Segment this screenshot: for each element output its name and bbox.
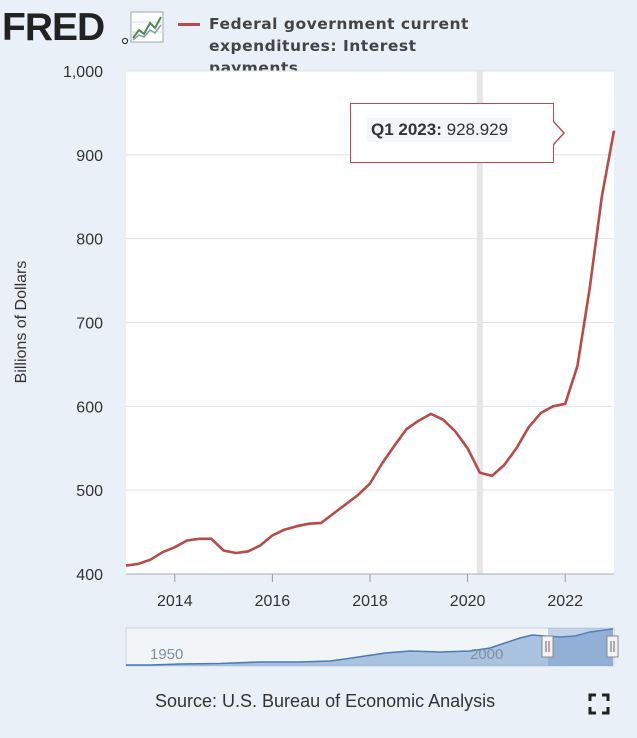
navigator-line [126,628,614,666]
x-tick-label: 2014 [157,593,193,610]
legend-line-2: expenditures: Interest [209,37,417,55]
series-line[interactable] [125,130,616,567]
fullscreen-icon[interactable] [588,693,610,715]
navigator-right-handle[interactable] [606,635,619,658]
navigator-label-1950: 1950 [150,646,183,663]
tooltip-arrow-fill [553,122,563,144]
tooltip-value: 928.929 [446,120,509,139]
recession-shading [476,71,483,574]
recession-bar [476,71,483,574]
tooltip-label: Q1 2023: [371,120,442,139]
y-tick-label: 500 [76,483,103,500]
y-tick-label: 1,000 [63,64,103,81]
y-tick-label: 400 [76,567,103,584]
registered-mark-icon [121,37,129,45]
navigator-area [126,629,613,666]
fred-logo-text: FRED [2,8,104,48]
y-tick-label: 700 [76,316,103,333]
x-tick-label: 2018 [352,593,388,610]
y-tick-label: 600 [76,399,103,416]
fred-graph-icon [130,11,164,43]
navigator-selection[interactable] [548,628,613,666]
y-tick-label: 900 [76,148,103,165]
navigator-label-2000: 2000 [470,646,503,663]
y-tick-label: 800 [76,232,103,249]
x-tick-labels: 2014 2016 2018 2020 2022 [126,573,614,610]
tooltip-content: Q1 2023: 928.929 [367,118,513,142]
tooltip: Q1 2023: 928.929 [350,103,554,163]
navigator-left-handle[interactable] [541,635,554,658]
legend-line-1: Federal government current [209,15,469,33]
x-tick-label: 2020 [450,593,486,610]
source-note: Source: U.S. Bureau of Economic Analysis [155,691,496,711]
fred-logo[interactable]: FRED [2,6,164,49]
legend-swatch [178,23,200,26]
x-tick-label: 2016 [255,593,291,610]
navigator[interactable]: 1950 2000 [125,627,619,667]
x-tick-label: 2022 [547,593,583,610]
y-tick-labels: 400 500 600 700 800 900 1,000 [63,64,103,584]
